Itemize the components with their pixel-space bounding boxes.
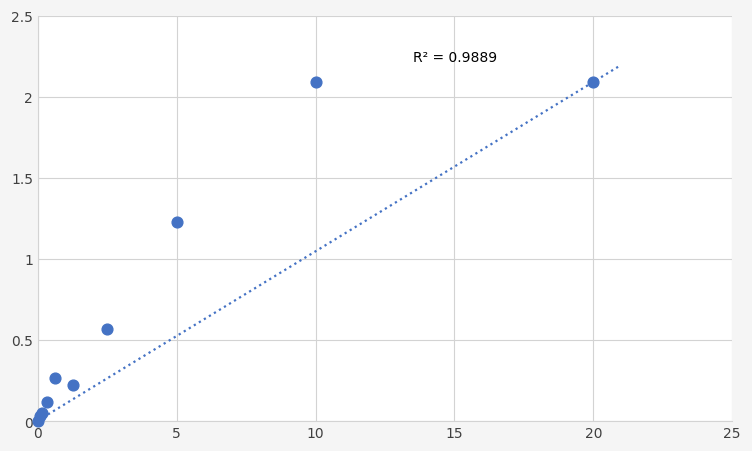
Point (41, 398, 53, 405)
Text: R² = 0.9889: R² = 0.9889 (413, 51, 497, 65)
Point (32, 418, 44, 425)
Point (587, 79, 599, 87)
Point (102, 326, 114, 333)
Point (67, 382, 79, 389)
Point (34, 413, 46, 420)
Point (50, 375, 62, 382)
Point (36, 410, 48, 417)
Point (171, 218, 183, 226)
Point (310, 79, 322, 87)
